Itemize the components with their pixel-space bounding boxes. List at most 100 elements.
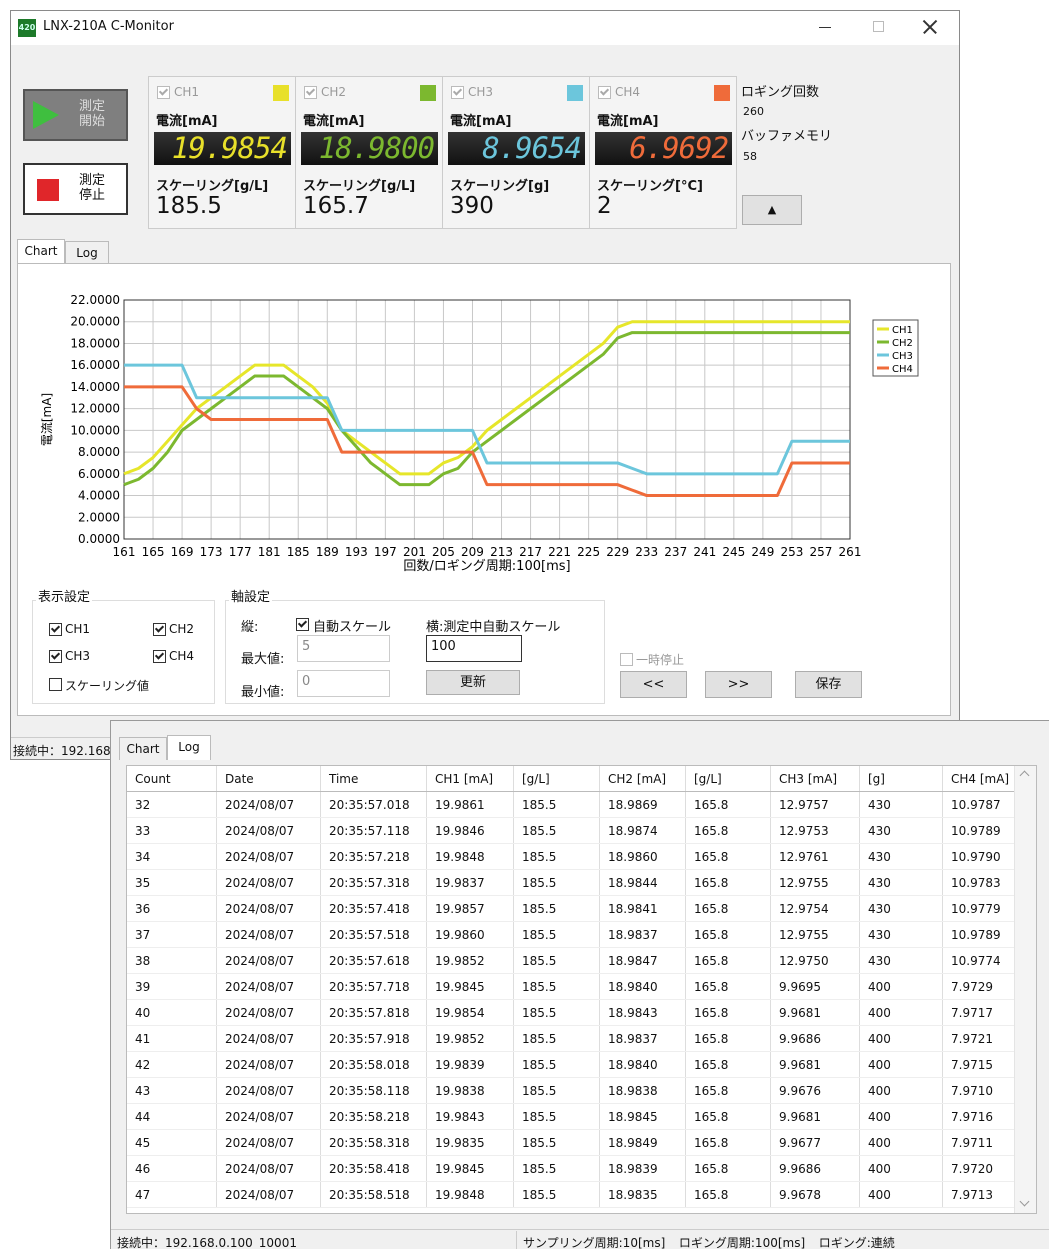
close-button[interactable] bbox=[923, 19, 937, 34]
tab[interactable]: Chart bbox=[119, 737, 167, 760]
table-row[interactable]: 42 2024/08/07 20:35:58.018 19.9839 185.5 18.9… bbox=[127, 1051, 1036, 1078]
pause-label: 一時停止 bbox=[636, 653, 685, 667]
table-cell: 19.9835 bbox=[426, 1129, 514, 1156]
table-cell: 185.5 bbox=[513, 817, 600, 844]
table-row[interactable]: 35 2024/08/07 20:35:57.318 19.9837 185.5 18.9… bbox=[127, 869, 1036, 896]
table-row[interactable]: 46 2024/08/07 20:35:58.418 19.9845 185.5 18.9… bbox=[127, 1155, 1036, 1182]
start-button[interactable]: 測定開始 bbox=[23, 89, 128, 141]
table-cell: 2024/08/07 bbox=[216, 947, 321, 974]
table-cell: 18.9841 bbox=[599, 895, 686, 922]
table-cell: 19.9843 bbox=[426, 1103, 514, 1130]
stop-button[interactable]: 測定停止 bbox=[23, 163, 128, 215]
check-mark bbox=[452, 86, 463, 96]
table-cell: 12.9754 bbox=[770, 895, 860, 922]
table-cell: 2024/08/07 bbox=[216, 973, 321, 1000]
checkbox[interactable] bbox=[153, 650, 166, 663]
save-button[interactable]: 保存 bbox=[795, 671, 862, 698]
log-status-bar bbox=[111, 1229, 1049, 1249]
log-status-left: 接続中：192.168.0.100_10001 bbox=[117, 1236, 297, 1249]
up-button[interactable]: ▲ bbox=[742, 195, 802, 225]
minimize-button[interactable] bbox=[819, 27, 831, 28]
logging-count: 260 bbox=[743, 105, 764, 118]
table-row[interactable]: 43 2024/08/07 20:35:58.118 19.9838 185.5 18.9… bbox=[127, 1077, 1036, 1104]
display-option[interactable]: CH1 bbox=[65, 622, 91, 636]
table-cell: 20:35:57.918 bbox=[320, 1025, 427, 1052]
table-row[interactable]: 33 2024/08/07 20:35:57.118 19.9846 185.5 18.9… bbox=[127, 817, 1036, 844]
table-row[interactable]: 44 2024/08/07 20:35:58.218 19.9843 185.5 18.9… bbox=[127, 1103, 1036, 1130]
scaling-value: 390 bbox=[450, 193, 494, 219]
table-cell: 47 bbox=[127, 1181, 217, 1208]
display-option[interactable]: スケーリング値 bbox=[65, 679, 150, 693]
table-row[interactable]: 39 2024/08/07 20:35:57.718 19.9845 185.5 18.9… bbox=[127, 973, 1036, 1000]
tab[interactable]: Log bbox=[167, 735, 211, 760]
table-row[interactable]: 47 2024/08/07 20:35:58.518 19.9848 185.5 18.9… bbox=[127, 1181, 1036, 1208]
column-header: Time bbox=[320, 766, 427, 792]
table-cell: 165.8 bbox=[685, 1181, 771, 1208]
table-cell: 165.8 bbox=[685, 843, 771, 870]
channel-color bbox=[714, 85, 730, 101]
table-row[interactable]: 36 2024/08/07 20:35:57.418 19.9857 185.5 18.9… bbox=[127, 895, 1036, 922]
table-cell: 165.8 bbox=[685, 1025, 771, 1052]
table-cell: 36 bbox=[127, 895, 217, 922]
max-input[interactable]: 5 bbox=[297, 635, 390, 662]
y-tick-label: 14.0000 bbox=[70, 380, 120, 394]
table-cell: 9.9681 bbox=[770, 999, 860, 1026]
log-window: Chart Log Count Date Time CH1 [mA] [g/L] CH2 [m… bbox=[110, 720, 1049, 1249]
maximize-button[interactable] bbox=[873, 21, 884, 32]
table-row[interactable]: 32 2024/08/07 20:35:57.018 19.9861 185.5 18.9… bbox=[127, 791, 1036, 818]
x-tick-label: 209 bbox=[461, 545, 484, 559]
table-cell: 39 bbox=[127, 973, 217, 1000]
horizontal-input[interactable]: 100 bbox=[426, 635, 522, 662]
checkbox[interactable] bbox=[153, 623, 166, 636]
table-row[interactable]: 38 2024/08/07 20:35:57.618 19.9852 185.5 18.9… bbox=[127, 947, 1036, 974]
x-tick-label: 261 bbox=[839, 545, 862, 559]
min-input[interactable]: 0 bbox=[297, 670, 390, 697]
y-tick-label: 0.0000 bbox=[78, 532, 120, 546]
table-cell: 18.9844 bbox=[599, 869, 686, 896]
table-row[interactable]: 45 2024/08/07 20:35:58.318 19.9835 185.5 18.9… bbox=[127, 1129, 1036, 1156]
table-cell: 165.8 bbox=[685, 1155, 771, 1182]
max-label: 最大値: bbox=[241, 652, 285, 667]
y-tick-label: 20.0000 bbox=[70, 315, 120, 329]
table-row[interactable]: 40 2024/08/07 20:35:57.818 19.9854 185.5 18.9… bbox=[127, 999, 1036, 1026]
stop-label: 測定停止 bbox=[78, 173, 105, 203]
checkbox[interactable] bbox=[49, 678, 62, 691]
tab[interactable]: Chart bbox=[17, 239, 65, 264]
table-cell: 2024/08/07 bbox=[216, 817, 321, 844]
next-button[interactable]: >> bbox=[705, 671, 772, 698]
x-tick-label: 221 bbox=[548, 545, 571, 559]
checkbox[interactable] bbox=[49, 623, 62, 636]
table-cell: 20:35:57.718 bbox=[320, 973, 427, 1000]
tab[interactable]: Log bbox=[65, 241, 109, 264]
table-row[interactable]: 41 2024/08/07 20:35:57.918 19.9852 185.5 18.9… bbox=[127, 1025, 1036, 1052]
scaling-value: 2 bbox=[597, 193, 612, 219]
checkbox[interactable] bbox=[49, 650, 62, 663]
title-bar: 420 LNX-210A C-Monitor bbox=[11, 11, 959, 45]
table-row[interactable]: 37 2024/08/07 20:35:57.518 19.9860 185.5 18.9… bbox=[127, 921, 1036, 948]
display-option[interactable]: CH4 bbox=[169, 649, 195, 663]
prev-button[interactable]: << bbox=[620, 671, 687, 698]
table-cell: 33 bbox=[127, 817, 217, 844]
stop-icon bbox=[37, 179, 59, 201]
x-tick-label: 257 bbox=[810, 545, 833, 559]
x-tick-label: 205 bbox=[432, 545, 455, 559]
table-cell: 165.8 bbox=[685, 1129, 771, 1156]
display-option[interactable]: CH3 bbox=[65, 649, 91, 663]
table-cell: 38 bbox=[127, 947, 217, 974]
table-cell: 18.9839 bbox=[599, 1155, 686, 1182]
status-divider bbox=[516, 1231, 517, 1249]
auto-scale-label[interactable]: 自動スケール bbox=[313, 620, 392, 635]
display-option[interactable]: CH2 bbox=[169, 622, 195, 636]
x-tick-label: 173 bbox=[200, 545, 223, 559]
table-row[interactable]: 34 2024/08/07 20:35:57.218 19.9848 185.5 18.9… bbox=[127, 843, 1036, 870]
checkbox[interactable] bbox=[296, 618, 309, 631]
current-display: 8.9654 bbox=[448, 132, 585, 165]
display-settings-title: 表示設定 bbox=[36, 586, 93, 605]
current-display: 18.9800 bbox=[301, 132, 438, 165]
update-button[interactable]: 更新 bbox=[426, 670, 520, 695]
table-cell: 19.9852 bbox=[426, 1025, 514, 1052]
scrollbar[interactable] bbox=[1014, 766, 1036, 1213]
check-mark bbox=[154, 650, 165, 660]
legend-label: CH2 bbox=[892, 338, 913, 349]
table-cell: 19.9838 bbox=[426, 1077, 514, 1104]
